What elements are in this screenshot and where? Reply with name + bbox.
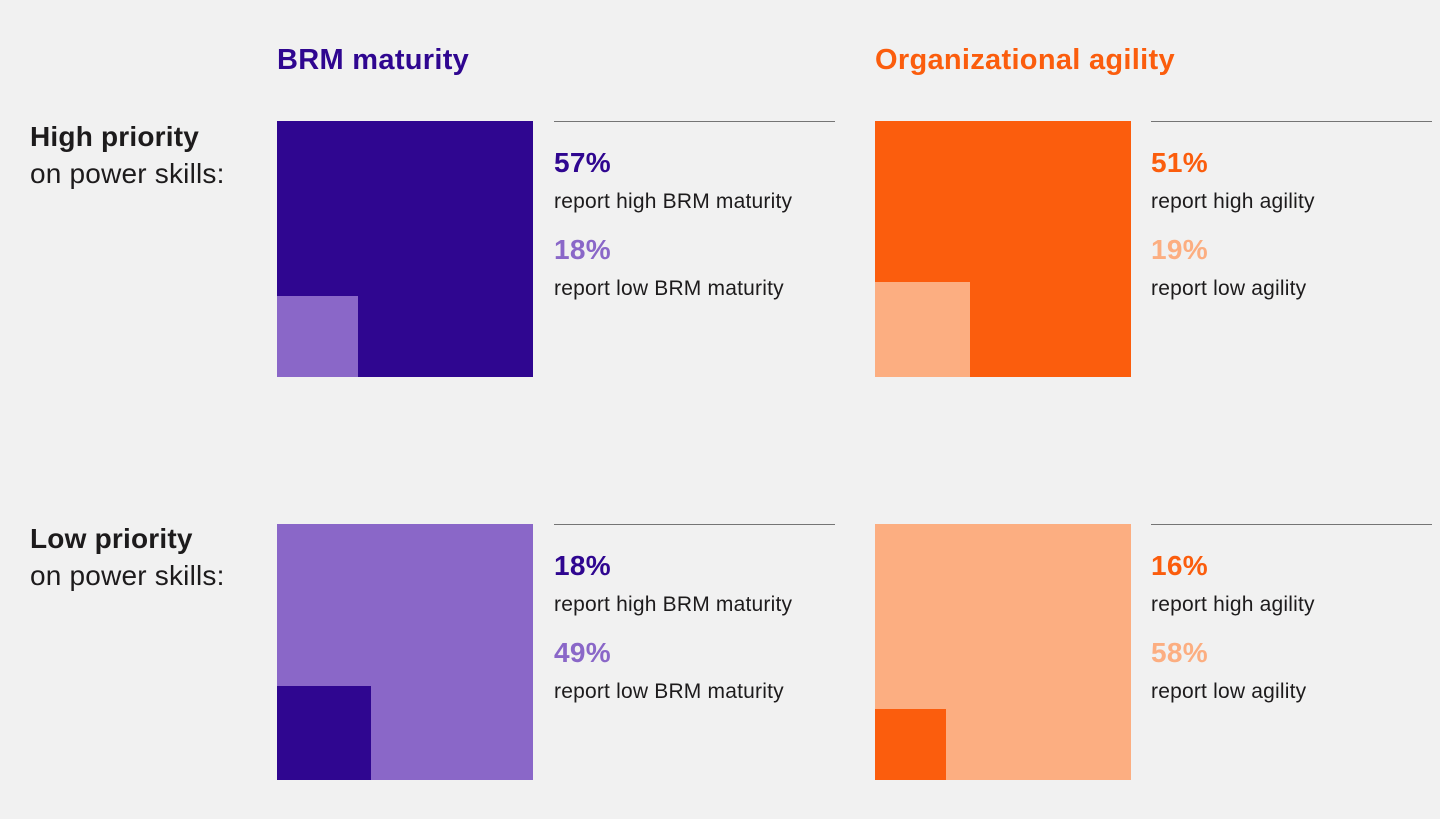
stat-low: 18% report low BRM maturity — [554, 236, 835, 301]
row-label-rest: on power skills: — [30, 560, 225, 591]
small-square — [875, 282, 970, 377]
small-square — [277, 296, 358, 377]
stat-low: 19% report low agility — [1151, 236, 1432, 301]
stat-value: 58% — [1151, 637, 1208, 668]
stats-block: 18% report high BRM maturity 49% report … — [554, 524, 835, 704]
stat-value: 18% — [554, 550, 611, 581]
stat-high: 51% report high agility — [1151, 149, 1432, 214]
stat-value: 51% — [1151, 147, 1208, 178]
stat-low: 49% report low BRM maturity — [554, 639, 835, 704]
stat-low: 58% report low agility — [1151, 639, 1432, 704]
proportional-square-chart — [875, 524, 1131, 780]
stat-label: report low BRM maturity — [554, 680, 784, 703]
proportional-square-chart — [277, 121, 533, 377]
stat-high: 18% report high BRM maturity — [554, 552, 835, 617]
row-label-rest: on power skills: — [30, 158, 225, 189]
row-label-emphasis: High priority — [30, 121, 200, 152]
stat-value: 57% — [554, 147, 611, 178]
small-square — [277, 686, 371, 780]
stat-label: report low BRM maturity — [554, 277, 784, 300]
row-label-high-priority: High priority on power skills: — [30, 118, 225, 192]
stat-value: 19% — [1151, 234, 1208, 265]
small-square — [875, 709, 946, 780]
row-label-emphasis: Low priority — [30, 523, 193, 554]
stat-label: report high agility — [1151, 190, 1315, 213]
column-header-brm-maturity: BRM maturity — [277, 44, 470, 76]
stats-block: 51% report high agility 19% report low a… — [1151, 121, 1432, 301]
stat-label: report high BRM maturity — [554, 190, 793, 213]
stat-high: 16% report high agility — [1151, 552, 1432, 617]
column-header-organizational-agility: Organizational agility — [875, 44, 1175, 76]
proportional-square-chart — [875, 121, 1131, 377]
stat-value: 49% — [554, 637, 611, 668]
row-label-low-priority: Low priority on power skills: — [30, 520, 225, 594]
proportional-square-chart — [277, 524, 533, 780]
stat-label: report low agility — [1151, 680, 1307, 703]
stat-high: 57% report high BRM maturity — [554, 149, 835, 214]
stat-label: report low agility — [1151, 277, 1307, 300]
stat-value: 18% — [554, 234, 611, 265]
stats-block: 16% report high agility 58% report low a… — [1151, 524, 1432, 704]
stat-label: report high agility — [1151, 593, 1315, 616]
stat-value: 16% — [1151, 550, 1208, 581]
stats-block: 57% report high BRM maturity 18% report … — [554, 121, 835, 301]
stat-label: report high BRM maturity — [554, 593, 793, 616]
